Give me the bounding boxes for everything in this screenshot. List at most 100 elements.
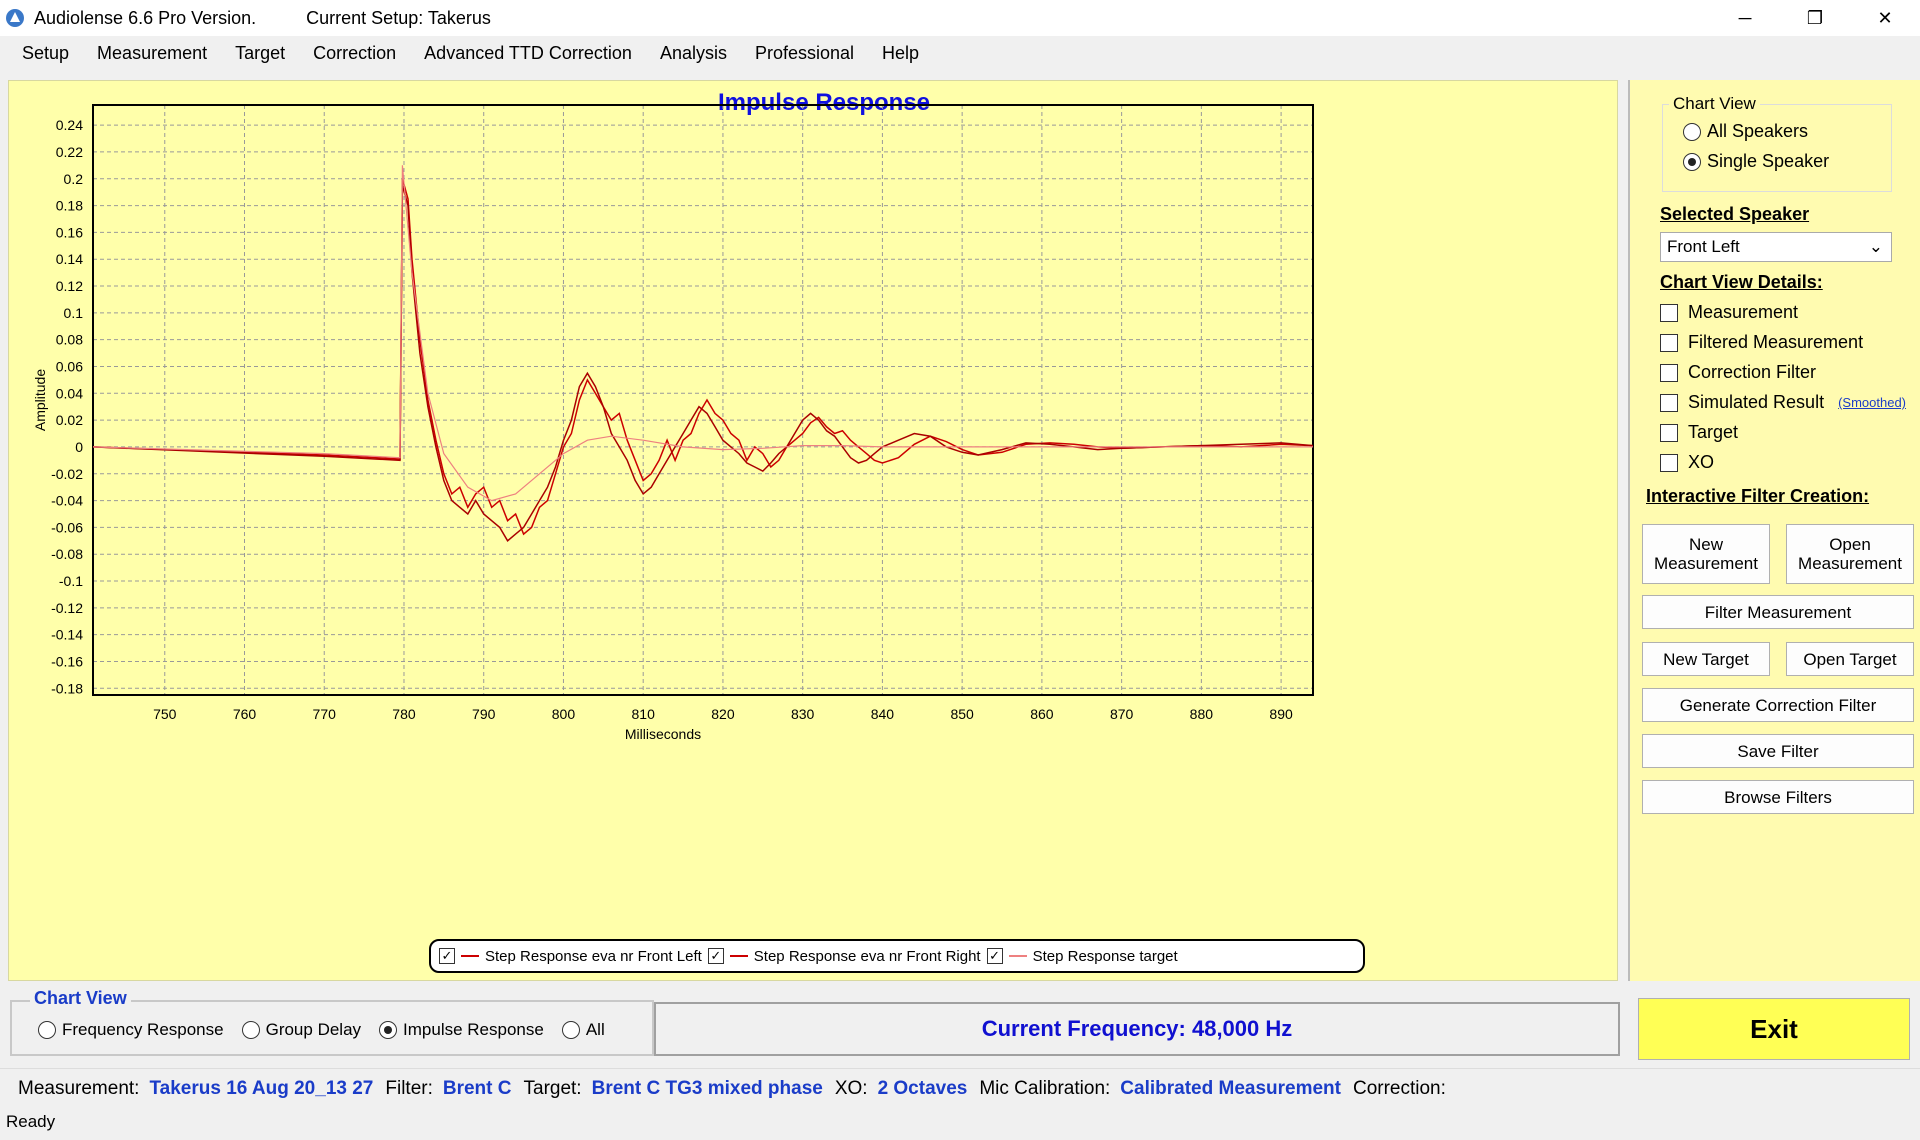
checkbox-correction-filter[interactable] [1660,363,1678,382]
option-impulse-response-label: Impulse Response [403,1020,544,1039]
option-all[interactable]: All [561,1020,605,1040]
radio-all-speakers-circle[interactable] [1683,122,1701,141]
open-target-button[interactable]: Open Target [1786,642,1914,676]
legend-line-front-left [461,955,479,957]
chart-view-group: Chart View All Speakers Single Speaker [1662,94,1892,192]
menu-setup[interactable]: Setup [22,43,70,63]
restore-button[interactable]: ❐ [1806,7,1824,28]
app-title: Audiolense 6.6 Pro Version. [34,7,257,28]
x-tick-label: 760 [233,706,257,722]
x-tick-label: 790 [472,706,496,722]
browse-filters-button[interactable]: Browse Filters [1642,780,1914,814]
ready-status: Ready [6,1112,56,1131]
radio-all[interactable] [561,1021,580,1039]
y-tick-label: 0.16 [56,224,83,240]
bottom-chart-view-group: Chart View Frequency Response Group Dela… [10,988,654,1056]
legend-checkbox-front-right[interactable]: ✓ [707,948,724,964]
radio-single-speaker[interactable]: Single Speaker [1683,151,1829,172]
y-tick-label: -0.06 [51,519,83,535]
check-filtered-measurement[interactable]: Filtered Measurement [1660,332,1863,353]
status-filter-label: Filter: [385,1077,433,1099]
close-button[interactable]: ✕ [1877,7,1893,28]
check-xo-label: XO [1688,452,1715,472]
radio-frequency-response[interactable] [38,1021,56,1039]
y-tick-label: -0.18 [51,680,83,696]
menu-analysis[interactable]: Analysis [659,43,727,63]
speaker-select[interactable]: Front Left ⌄ [1660,232,1892,262]
radio-single-speaker-label: Single Speaker [1707,151,1830,171]
x-tick-label: 840 [871,706,895,722]
check-simulated-result[interactable]: Simulated Result (Smoothed) [1660,392,1906,413]
x-tick-label: 770 [313,706,337,722]
radio-impulse-response[interactable] [379,1021,398,1039]
legend-label-target: Step Response target [1032,947,1178,965]
x-tick-label: 780 [392,706,416,722]
option-impulse-response[interactable]: Impulse Response [379,1020,544,1040]
option-frequency-response[interactable]: Frequency Response [38,1020,224,1040]
series-line-2 [92,185,1314,542]
status-correction-label: Correction: [1352,1077,1446,1099]
legend-item-target[interactable]: ✓ Step Response target [986,947,1178,965]
y-tick-label: -0.14 [51,627,83,643]
option-group-delay-label: Group Delay [265,1020,362,1039]
menu-correction[interactable]: Correction [313,43,397,63]
current-frequency-display: Current Frequency: 48,000 Hz [654,1002,1620,1056]
check-xo[interactable]: XO [1660,452,1714,473]
new-target-button[interactable]: New Target [1642,642,1770,676]
open-measurement-button[interactable]: Open Measurement [1786,524,1914,584]
y-tick-label: 0.12 [56,278,83,294]
option-group-delay[interactable]: Group Delay [241,1020,362,1040]
x-tick-label: 850 [950,706,974,722]
radio-all-speakers[interactable]: All Speakers [1683,121,1808,142]
minimize-button[interactable]: ─ [1738,7,1752,28]
y-tick-label: 0.24 [56,117,83,133]
checkbox-xo[interactable] [1660,453,1678,472]
menu-measurement[interactable]: Measurement [97,43,208,63]
filter-measurement-button[interactable]: Filter Measurement [1642,595,1914,629]
y-tick-label: -0.08 [51,546,83,562]
checkbox-simulated-result[interactable] [1660,393,1678,412]
interactive-filter-creation-title: Interactive Filter Creation: [1646,486,1870,506]
new-measurement-button[interactable]: New Measurement [1642,524,1770,584]
radio-all-speakers-label: All Speakers [1707,121,1809,141]
menu-target[interactable]: Target [235,43,286,63]
x-tick-label: 870 [1110,706,1134,722]
menu-help[interactable]: Help [882,43,920,63]
x-axis-label: Milliseconds [625,726,701,742]
y-tick-label: -0.12 [51,600,83,616]
status-target-label: Target: [523,1077,582,1099]
selected-speaker-title: Selected Speaker [1660,204,1810,224]
checkbox-target[interactable] [1660,423,1678,442]
check-target[interactable]: Target [1660,422,1738,443]
y-tick-label: 0 [75,439,83,455]
impulse-response-chart[interactable]: 750 760 770 780 790 800 810 820 830 840 850 860 870 8… [9,81,1619,931]
legend-line-front-right [729,955,748,957]
checkbox-filtered-measurement[interactable] [1660,333,1678,352]
menu-advanced-ttd-correction[interactable]: Advanced TTD Correction [424,43,632,63]
bottom-bar: Chart View Frequency Response Group Dela… [0,984,1920,1066]
generate-correction-filter-button[interactable]: Generate Correction Filter [1642,688,1914,722]
legend-label-front-left: Step Response eva nr Front Left [485,947,702,965]
speaker-select-value: Front Left [1667,237,1740,256]
legend-item-front-left[interactable]: ✓ Step Response eva nr Front Left [439,948,702,965]
y-tick-label: 0.08 [56,332,83,348]
checkbox-measurement[interactable] [1660,303,1678,322]
check-correction-filter[interactable]: Correction Filter [1660,362,1816,383]
exit-button[interactable]: Exit [1638,998,1910,1060]
check-filtered-measurement-label: Filtered Measurement [1688,332,1864,352]
legend-item-front-right[interactable]: ✓ Step Response eva nr Front Right [707,948,981,965]
menu-professional[interactable]: Professional [754,43,855,63]
chart-legend: ✓ Step Response eva nr Front Left ✓ Step… [429,939,1365,973]
check-measurement[interactable]: Measurement [1660,302,1798,323]
chart-title: Impulse Response [717,89,931,116]
title-bar: Audiolense 6.6 Pro Version. Current Setu… [0,0,1920,36]
smoothed-link[interactable]: (Smoothed) [1838,395,1906,410]
status-filter-value: Brent C [442,1077,512,1099]
legend-checkbox-front-left[interactable]: ✓ [439,948,455,964]
radio-group-delay[interactable] [241,1021,260,1039]
x-tick-label: 800 [552,706,576,722]
save-filter-button[interactable]: Save Filter [1642,734,1914,768]
bottom-chart-view-title: Chart View [30,988,131,1009]
radio-single-speaker-circle[interactable] [1683,152,1701,171]
legend-checkbox-target[interactable]: ✓ [986,948,1003,964]
